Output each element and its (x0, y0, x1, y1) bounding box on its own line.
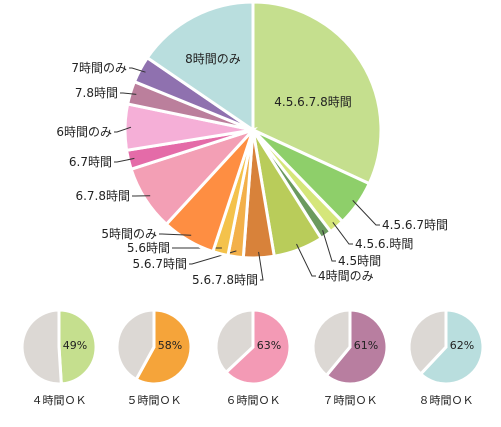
pie-caption: ４時間ＯＫ (32, 394, 87, 407)
slice-label: 7時間のみ (71, 61, 127, 75)
percent-label: 62% (450, 339, 474, 352)
pie-caption: ７時間ＯＫ (323, 394, 378, 407)
small-pie-1: 49% ４時間ＯＫ (22, 310, 96, 407)
slice-label: 6.7時間 (69, 155, 112, 169)
small-pie-2: 58% ５時間ＯＫ (117, 310, 191, 407)
slice-label: 5.6.7.8時間 (192, 273, 258, 287)
slice-label: 4.5時間 (338, 254, 381, 268)
leader-line (353, 200, 380, 225)
percent-label: 49% (63, 339, 87, 352)
slice-label: 4.5.6.7.8時間 (274, 95, 351, 109)
small-pie-3: 63% ６時間ＯＫ (216, 310, 290, 407)
pie-caption: ６時間ＯＫ (226, 394, 281, 407)
slice-label: 5.6時間 (127, 241, 170, 255)
slice-label: 4.5.6.時間 (355, 237, 413, 251)
slice-label: 5時間のみ (101, 227, 157, 241)
slice-label: 5.6.7時間 (132, 257, 187, 271)
small-pie-4: 61% ７時間ＯＫ (313, 310, 387, 407)
slice-label: 7.8時間 (75, 86, 118, 100)
slice-label: 6.7.8時間 (75, 189, 130, 203)
pie-slice-remainder (22, 310, 61, 384)
small-pie-5: 62% ８時間ＯＫ (409, 310, 483, 407)
pie-caption: ５時間ＯＫ (127, 394, 182, 407)
slice-label: 8時間のみ (185, 52, 241, 66)
slice-label: 6時間のみ (56, 125, 112, 139)
slice-label: 4時間のみ (318, 269, 374, 283)
percent-label: 61% (354, 339, 378, 352)
slice-label: 4.5.6.7時間 (382, 218, 448, 232)
percent-label: 63% (257, 339, 281, 352)
pie-caption: ８時間ＯＫ (419, 394, 474, 407)
percent-label: 58% (158, 339, 182, 352)
leader-line (333, 222, 353, 244)
